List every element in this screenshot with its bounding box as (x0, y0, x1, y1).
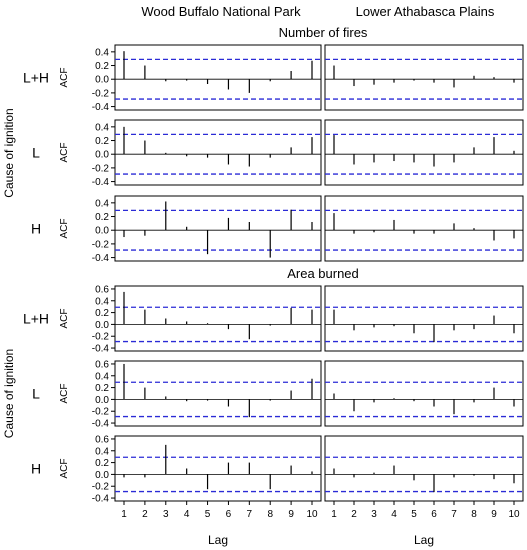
panel-10-xtick-label-1: 1 (121, 509, 127, 520)
panel-5-frame (324, 195, 524, 262)
panel-10-xtick-label-10: 10 (306, 509, 318, 520)
panel-1-frame (324, 44, 524, 111)
panel-4-ytick-label-4: -0.4 (92, 253, 110, 264)
panel-6-ytick-label-3: 0.0 (95, 320, 109, 331)
panel-6-ytick-label-0: 0.6 (95, 284, 109, 295)
panel-4-ytick-label-0: 0.4 (95, 198, 109, 209)
cause-of-ignition-label-1: Cause of ignition (2, 108, 16, 197)
panel-11-xtick-label-1: 1 (331, 509, 337, 520)
panel-10-xtick-label-3: 3 (163, 509, 169, 520)
panel-4-ytick-label-2: 0.0 (95, 226, 109, 237)
panel-10-frame (114, 435, 322, 502)
panel-11-xtick-label-5: 5 (411, 509, 417, 520)
panel-11-xtick-label-8: 8 (471, 509, 477, 520)
panel-0-ytick-label-2: 0.0 (95, 75, 109, 86)
panel-2-ytick-label-2: 0.0 (95, 150, 109, 161)
panel-2-ytick-label-1: 0.2 (95, 136, 109, 147)
panel-10-ytick-label-3: 0.0 (95, 470, 109, 481)
panel-4-frame (114, 195, 322, 262)
panel-8-ytick-label-2: 0.2 (95, 383, 109, 394)
panel-8-acf-axis-label: ACF (59, 384, 70, 404)
panel-3-frame (324, 119, 524, 186)
panel-4-acf-axis-label: ACF (59, 219, 70, 239)
section-title-area-burned: Area burned (287, 266, 359, 281)
panel-10-acf-axis-label: ACF (59, 459, 70, 479)
panel-10-xtick-label-4: 4 (184, 509, 190, 520)
panel-2-ytick-label-0: 0.4 (95, 122, 109, 133)
panel-0-ytick-label-1: 0.2 (95, 61, 109, 72)
panel-10-xtick-label-5: 5 (205, 509, 211, 520)
panel-10-ytick-label-0: 0.6 (95, 434, 109, 445)
panel-11-xtick-label-7: 7 (451, 509, 457, 520)
panel-11-xtick-label-6: 6 (431, 509, 437, 520)
cause-of-ignition-label-2: Cause of ignition (2, 349, 16, 438)
panel-6-acf-axis-label: ACF (59, 309, 70, 329)
panel-10-xtick-label-8: 8 (267, 509, 273, 520)
panel-8-ytick-label-1: 0.4 (95, 371, 109, 382)
panel-8-frame (114, 360, 322, 427)
panel-10-row-label: H (31, 461, 41, 477)
panel-11-xtick-label-9: 9 (491, 509, 497, 520)
panel-0-row-label: L+H (23, 70, 49, 86)
panel-10-xtick-label-7: 7 (247, 509, 253, 520)
panel-0-acf-axis-label: ACF (59, 68, 70, 88)
panel-9-frame (324, 360, 524, 427)
panel-0-ytick-label-0: 0.4 (95, 47, 109, 58)
panel-8-ytick-label-5: -0.4 (92, 419, 110, 430)
panel-10-ytick-label-5: -0.4 (92, 494, 110, 505)
panel-8-ytick-label-4: -0.2 (92, 407, 110, 418)
column-header-wbnp: Wood Buffalo National Park (141, 4, 301, 19)
panel-2-row-label: L (32, 145, 40, 161)
panel-8-ytick-label-0: 0.6 (95, 359, 109, 370)
panel-10-xtick-label-2: 2 (142, 509, 148, 520)
column-header-lap: Lower Athabasca Plains (356, 4, 495, 19)
acf-panels: 0.40.20.0-0.2-0.4ACFL+H0.40.20.0-0.2-0.4… (2, 44, 524, 547)
panel-4-ytick-label-3: -0.2 (92, 239, 110, 250)
panel-4-row-label: H (31, 221, 41, 237)
panel-11-lag-axis-label: Lag (414, 533, 434, 547)
panel-10-xtick-label-9: 9 (288, 509, 294, 520)
panel-10-xtick-label-6: 6 (226, 509, 232, 520)
panel-2-acf-axis-label: ACF (59, 143, 70, 163)
panel-8-ytick-label-3: 0.0 (95, 395, 109, 406)
panel-10-ytick-label-2: 0.2 (95, 458, 109, 469)
panel-8-row-label: L (32, 386, 40, 402)
panel-0-ytick-label-3: -0.2 (92, 88, 110, 99)
panel-11-xtick-label-2: 2 (351, 509, 357, 520)
section-title-number-of-fires: Number of fires (279, 25, 368, 40)
panel-2-ytick-label-3: -0.2 (92, 163, 110, 174)
panel-0-ytick-label-4: -0.4 (92, 102, 110, 113)
panel-6-ytick-label-1: 0.4 (95, 296, 109, 307)
panel-11-xtick-label-3: 3 (371, 509, 377, 520)
panel-10-lag-axis-label: Lag (208, 533, 228, 547)
panel-7-frame (324, 285, 524, 352)
panel-11-xtick-label-10: 10 (508, 509, 520, 520)
panel-6-ytick-label-5: -0.4 (92, 344, 110, 355)
panel-6-ytick-label-2: 0.2 (95, 308, 109, 319)
panel-2-ytick-label-4: -0.4 (92, 177, 110, 188)
panel-4-ytick-label-1: 0.2 (95, 212, 109, 223)
panel-6-ytick-label-4: -0.2 (92, 332, 110, 343)
panel-2-frame (114, 119, 322, 186)
panel-0-frame (114, 44, 322, 111)
panel-6-frame (114, 285, 322, 352)
panel-10-ytick-label-4: -0.2 (92, 482, 110, 493)
panel-11-xtick-label-4: 4 (391, 509, 397, 520)
panel-6-row-label: L+H (23, 311, 49, 327)
panel-10-ytick-label-1: 0.4 (95, 446, 109, 457)
panel-11-frame (324, 435, 524, 502)
